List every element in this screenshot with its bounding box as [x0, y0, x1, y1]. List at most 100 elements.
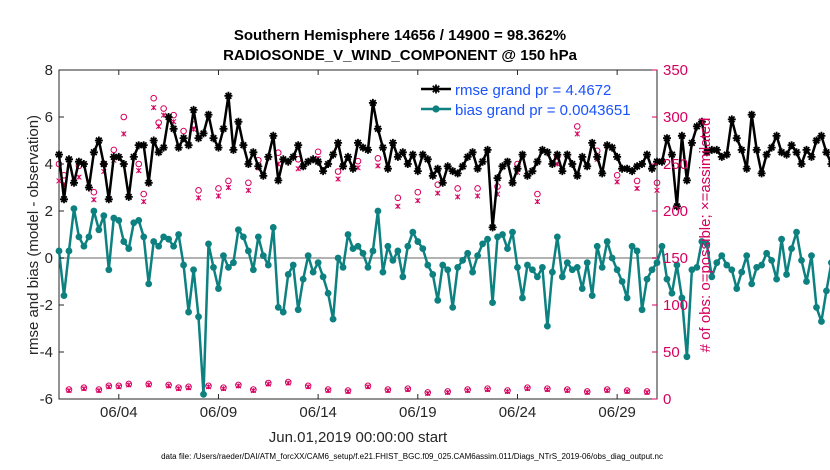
- obs-assimilated-point: [305, 384, 311, 390]
- bias-point: [190, 266, 197, 274]
- rmse-point: [194, 134, 203, 143]
- obs-assimilated-point: [225, 184, 232, 191]
- bias-point: [798, 256, 805, 264]
- bias-point: [145, 280, 153, 288]
- bias-point: [608, 254, 616, 262]
- bias-point: [185, 308, 192, 316]
- rmse-point: [618, 164, 627, 173]
- rmse-point: [817, 131, 826, 140]
- rmse-point: [254, 162, 263, 171]
- bias-point: [529, 266, 536, 274]
- bias-point: [678, 294, 686, 302]
- bias-point: [444, 266, 452, 274]
- rmse-point: [538, 145, 547, 154]
- bias-point: [359, 249, 367, 257]
- rmse-point: [139, 141, 148, 150]
- bias-point: [309, 268, 317, 276]
- obs-assimilated-point: [654, 187, 660, 194]
- bias-point: [658, 242, 666, 250]
- obs-assimilated-point: [145, 382, 152, 388]
- rmse-point: [234, 117, 243, 126]
- rmse-point: [707, 145, 716, 154]
- bias-point: [693, 264, 701, 271]
- rmse-point: [239, 141, 248, 150]
- y2-tick-label: 100: [663, 297, 688, 314]
- rmse-point: [702, 148, 711, 157]
- y-tick-label: 2: [45, 203, 53, 220]
- rmse-point: [663, 134, 671, 143]
- chart-subtitle: RADIOSONDE_V_WIND_COMPONENT @ 150 hPa: [223, 47, 578, 64]
- bias-point: [264, 261, 272, 269]
- data-file-footnote: data file: /Users/raeder/DAI/ATM_forcXX/…: [161, 452, 663, 461]
- rmse-point: [219, 124, 228, 133]
- bias-point: [120, 238, 128, 245]
- rmse-point: [324, 160, 333, 168]
- bias-point: [254, 233, 262, 241]
- bias-point: [339, 264, 347, 271]
- bias-point: [289, 261, 297, 269]
- rmse-point: [249, 148, 258, 157]
- rmse-point: [55, 150, 63, 159]
- bias-point: [663, 275, 671, 283]
- rmse-point: [159, 143, 168, 152]
- bias-point: [230, 259, 237, 267]
- bias-point: [598, 264, 606, 271]
- rmse-point: [79, 160, 88, 168]
- rmse-point: [413, 167, 422, 176]
- bias-point: [329, 315, 337, 323]
- bias-point: [793, 228, 800, 236]
- bias-point: [299, 275, 307, 283]
- bias-point: [563, 259, 571, 267]
- obs-assimilated-point: [574, 131, 581, 137]
- obs-possible-point: [474, 185, 481, 192]
- x-tick-label: 06/19: [399, 404, 437, 421]
- y2-tick-label: 50: [663, 344, 680, 361]
- rmse-point: [368, 98, 377, 107]
- rmse-point: [458, 162, 467, 171]
- bias-point: [374, 207, 382, 215]
- rmse-point: [294, 141, 303, 150]
- bias-point: [713, 259, 721, 267]
- obs-possible-point: [150, 94, 157, 102]
- rmse-point: [508, 178, 517, 187]
- obs-possible-point: [394, 194, 402, 202]
- rmse-point: [653, 157, 661, 166]
- obs-assimilated-point: [524, 385, 531, 392]
- bias-point: [394, 247, 402, 255]
- bias-point: [613, 266, 621, 274]
- bias-point: [195, 313, 202, 321]
- obs-assimilated-point: [165, 383, 172, 389]
- y-tick-label: -6: [40, 391, 53, 408]
- bias-point: [543, 322, 551, 330]
- rmse-point: [319, 167, 328, 176]
- obs-assimilated-point: [614, 179, 620, 185]
- bias-point: [239, 233, 247, 241]
- bias-point: [618, 278, 626, 285]
- bias-point: [95, 226, 103, 234]
- obs-possible-point: [573, 123, 581, 130]
- obs-possible-point: [374, 155, 382, 162]
- obs-assimilated-point: [185, 384, 192, 391]
- rmse-point: [199, 129, 208, 138]
- obs-assimilated-point: [464, 387, 471, 394]
- bias-point: [409, 228, 417, 236]
- rmse-point: [244, 160, 253, 168]
- rmse-point: [692, 122, 701, 131]
- rmse-point: [184, 141, 193, 150]
- bias-point: [514, 264, 521, 271]
- rmse-point: [792, 148, 801, 157]
- bias-point: [344, 231, 352, 238]
- bias-point: [70, 205, 78, 213]
- bias-point: [464, 249, 472, 257]
- rmse-point: [373, 124, 382, 133]
- bias-point: [220, 252, 227, 260]
- bias-point: [115, 217, 123, 224]
- rmse-point: [732, 134, 741, 143]
- bias-point: [170, 242, 178, 250]
- bias-point: [583, 259, 591, 267]
- rmse-point: [583, 162, 592, 171]
- obs-possible-point: [120, 113, 128, 121]
- rmse-point: [174, 143, 183, 152]
- obs-assimilated-point: [504, 388, 511, 395]
- bias-point: [284, 271, 292, 278]
